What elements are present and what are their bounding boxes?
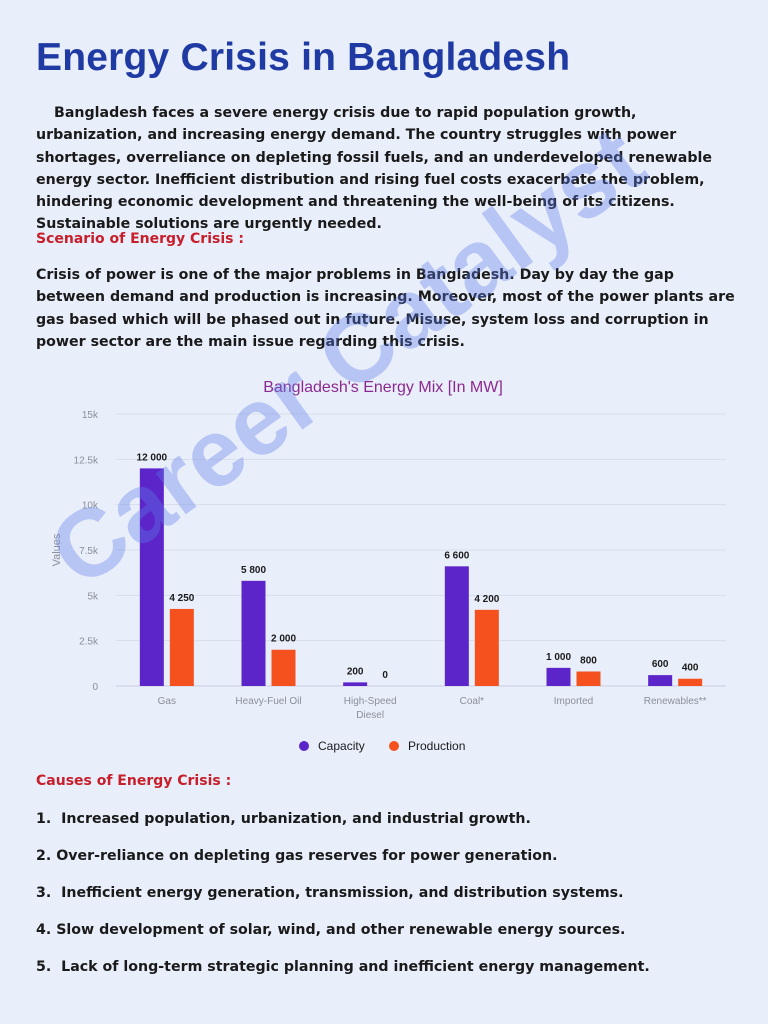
chart-svg: Bangladesh's Energy Mix [In MW] 0 2.5k 5k 7.…	[51, 379, 726, 753]
y-tick-label: 5k	[87, 591, 99, 602]
x-tick-label: Coal*	[460, 696, 485, 707]
y-tick-label: 10k	[82, 501, 99, 512]
cause-item: 1. Increased population, urbanization, a…	[36, 808, 650, 845]
bar-value-label: 2 000	[271, 634, 296, 645]
x-tick-label: Heavy-Fuel Oil	[235, 696, 301, 707]
bar-capacity	[139, 468, 164, 686]
cause-number: 5.	[36, 959, 52, 975]
causes-heading: Causes of Energy Crisis :	[36, 773, 232, 789]
y-tick-label: 12.5k	[74, 455, 99, 466]
scenario-paragraph: Crisis of power is one of the major prob…	[36, 267, 735, 350]
x-tick-label: Imported	[554, 696, 593, 707]
cause-item: 5. Lack of long-term strategic planning …	[36, 956, 650, 993]
bar-value-label: 800	[580, 655, 597, 666]
y-tick-label: 15k	[82, 410, 99, 421]
bar-capacity	[444, 566, 469, 686]
bar-production	[169, 608, 194, 686]
x-tick-label: Gas	[158, 696, 176, 707]
cause-text: Increased population, urbanization, and …	[61, 811, 531, 827]
cause-number: 3.	[36, 885, 52, 901]
cause-text: Slow development of solar, wind, and oth…	[56, 922, 626, 938]
bar-value-label: 600	[652, 659, 669, 670]
cause-number: 1.	[36, 811, 52, 827]
x-tick-label: Diesel	[356, 710, 384, 721]
cause-number: 4.	[36, 922, 52, 938]
legend-label-capacity: Capacity	[318, 739, 365, 753]
bar-capacity	[648, 675, 673, 686]
intro-paragraph: Bangladesh faces a severe energy crisis …	[36, 105, 713, 233]
causes-list: 1. Increased population, urbanization, a…	[36, 808, 650, 993]
y-axis-label: Values	[51, 533, 63, 566]
cause-item: 3. Inefficient energy generation, transm…	[36, 882, 650, 919]
cause-text: Lack of long-term strategic planning and…	[61, 959, 650, 975]
x-tick-label: High-Speed	[344, 696, 397, 707]
cause-item: 2. Over-reliance on depleting gas reserv…	[36, 845, 650, 882]
bar-value-label: 6 600	[444, 550, 469, 561]
bar-value-label: 4 200	[474, 594, 499, 605]
energy-mix-chart: Bangladesh's Energy Mix [In MW] 0 2.5k 5k 7.…	[36, 364, 736, 774]
bar-capacity	[546, 667, 571, 686]
x-tick-label: Renewables**	[644, 696, 707, 707]
bar-capacity	[241, 580, 266, 686]
bar-value-label: 0	[382, 670, 388, 681]
bar-production	[271, 649, 296, 686]
bar-value-label: 200	[347, 666, 364, 677]
bar-capacity	[343, 682, 368, 686]
bar-value-label: 12 000	[137, 452, 168, 463]
legend-marker-production	[389, 741, 399, 751]
bar-value-label: 400	[682, 663, 699, 674]
cause-number: 2.	[36, 848, 52, 864]
scenario-heading: Scenario of Energy Crisis :	[36, 231, 244, 247]
bar-production	[474, 609, 499, 686]
chart-title: Bangladesh's Energy Mix [In MW]	[263, 379, 503, 396]
y-tick-label: 0	[92, 682, 98, 693]
cause-text: Inefficient energy generation, transmiss…	[61, 885, 624, 901]
legend-marker-capacity	[299, 741, 309, 751]
legend-label-production: Production	[408, 739, 465, 753]
cause-item: 4. Slow development of solar, wind, and …	[36, 919, 650, 956]
y-tick-label: 7.5k	[79, 546, 99, 557]
bar-value-label: 5 800	[241, 565, 266, 576]
bar-production	[678, 678, 703, 686]
bar-production	[576, 671, 601, 686]
bar-value-label: 4 250	[169, 593, 194, 604]
y-tick-label: 2.5k	[79, 637, 99, 648]
page-title: Energy Crisis in Bangladesh	[36, 36, 571, 79]
cause-text: Over-reliance on depleting gas reserves …	[56, 848, 558, 864]
bar-value-label: 1 000	[546, 652, 571, 663]
